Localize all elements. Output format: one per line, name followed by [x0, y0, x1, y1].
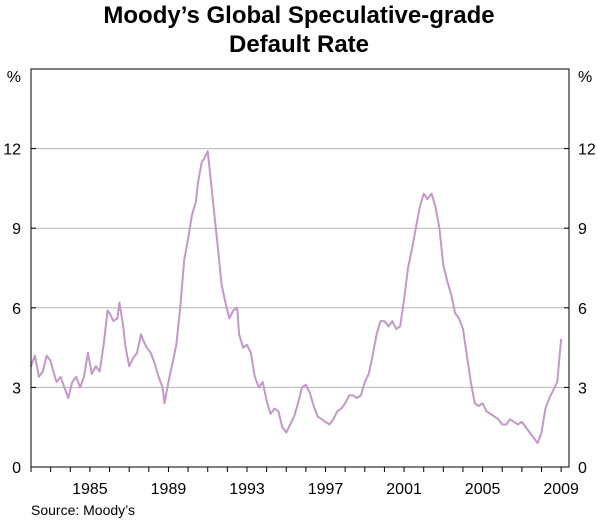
- x-tick-label-1989: 1989: [151, 481, 187, 498]
- chart-title-line-1: Moody’s Global Speculative-grade: [103, 2, 495, 29]
- y-unit-right: %: [578, 69, 592, 86]
- y-tick-label-left-12: 12: [3, 142, 21, 159]
- series-line-0: [30, 150, 563, 445]
- x-tick-label-1997: 1997: [308, 481, 344, 498]
- y-tick-label-left-6: 6: [12, 301, 21, 318]
- y-unit-left: %: [7, 69, 21, 86]
- y-tick-label-right-12: 12: [578, 142, 596, 159]
- y-tick-label-right-3: 3: [578, 380, 587, 397]
- x-tick-label-2005: 2005: [465, 481, 501, 498]
- y-tick-label-right-9: 9: [578, 221, 587, 238]
- y-tick-label-left-0: 0: [12, 460, 21, 477]
- x-tick-label-1985: 1985: [72, 481, 108, 498]
- source-note: Source: Moody’s: [31, 502, 136, 518]
- y-tick-label-left-9: 9: [12, 221, 21, 238]
- y-tick-label-right-6: 6: [578, 301, 587, 318]
- y-tick-label-left-3: 3: [12, 380, 21, 397]
- plot-frame: [30, 68, 570, 468]
- x-tick-label-1993: 1993: [229, 481, 265, 498]
- x-tick-label-2001: 2001: [386, 481, 422, 498]
- chart-title-line-2: Default Rate: [228, 31, 370, 58]
- y-tick-label-right-0: 0: [578, 460, 587, 477]
- x-tick-label-2009: 2009: [543, 481, 579, 498]
